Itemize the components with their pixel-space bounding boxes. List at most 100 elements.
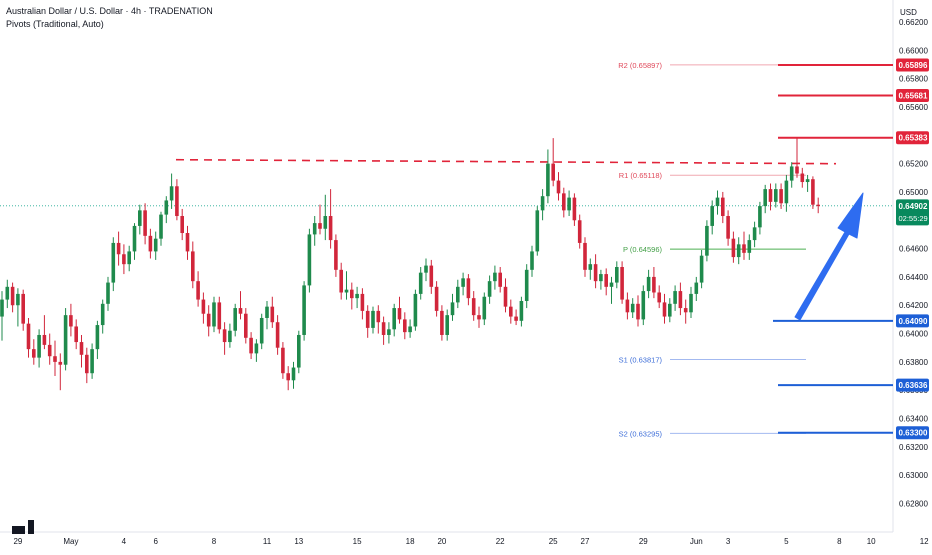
candle-body bbox=[445, 315, 449, 335]
level-tag-5 bbox=[896, 378, 929, 392]
candle-body bbox=[662, 302, 667, 317]
candle-body bbox=[381, 322, 386, 335]
candle bbox=[577, 214, 582, 249]
candle-body bbox=[281, 347, 285, 374]
candle bbox=[26, 317, 31, 358]
candle bbox=[360, 288, 365, 320]
candle-body bbox=[291, 367, 296, 381]
pivot-label-r2: R2 (0.65897) bbox=[618, 61, 662, 70]
time-tick-label: 8 bbox=[837, 537, 842, 546]
candle-body bbox=[524, 269, 529, 301]
candle bbox=[212, 296, 216, 333]
candle-body bbox=[583, 242, 587, 270]
candle bbox=[196, 271, 200, 307]
price-tick-label: 0.65000 bbox=[899, 188, 928, 197]
candle bbox=[318, 204, 322, 235]
candle bbox=[609, 276, 614, 304]
candle bbox=[477, 306, 481, 328]
candle bbox=[302, 281, 306, 341]
candle-body bbox=[752, 227, 757, 241]
candle bbox=[191, 241, 195, 289]
candle bbox=[297, 330, 301, 374]
time-tick-label: 5 bbox=[784, 537, 789, 546]
candle-body bbox=[625, 299, 630, 313]
candle-body bbox=[233, 308, 237, 331]
candle bbox=[418, 266, 423, 300]
candle-body bbox=[652, 276, 656, 293]
candle-body bbox=[360, 293, 365, 311]
candle-body bbox=[471, 298, 476, 316]
candle-body bbox=[604, 274, 608, 287]
candle-body bbox=[747, 240, 752, 253]
candle-body bbox=[509, 306, 513, 317]
candle bbox=[355, 286, 359, 309]
candle-body bbox=[111, 242, 116, 283]
candle-body bbox=[673, 291, 677, 304]
level-tag-2 bbox=[896, 88, 929, 102]
candle bbox=[774, 183, 778, 208]
candle bbox=[784, 174, 789, 212]
candle-body bbox=[795, 166, 799, 174]
candle-body bbox=[466, 278, 471, 299]
price-tick-label: 0.63000 bbox=[899, 471, 928, 480]
candle bbox=[138, 204, 142, 235]
candle bbox=[800, 167, 805, 188]
candle-body bbox=[26, 323, 31, 350]
level-tag-label-6: 0.63300 bbox=[899, 429, 928, 438]
candle bbox=[620, 261, 624, 304]
candle bbox=[736, 237, 741, 265]
price-tick-label: 0.64400 bbox=[899, 273, 928, 282]
candle bbox=[244, 308, 248, 344]
level-tag-label-2: 0.65681 bbox=[899, 91, 928, 100]
candle bbox=[143, 203, 147, 245]
candle bbox=[721, 191, 725, 224]
candle bbox=[424, 258, 428, 282]
candle bbox=[562, 187, 566, 218]
candle bbox=[535, 206, 540, 256]
candle-body bbox=[710, 206, 714, 226]
candle-body bbox=[726, 216, 730, 239]
candle-body bbox=[599, 274, 603, 282]
candle bbox=[69, 303, 73, 337]
candle bbox=[328, 189, 333, 249]
candle bbox=[180, 208, 184, 241]
candle bbox=[100, 299, 105, 334]
candle bbox=[789, 162, 794, 188]
candle-body bbox=[816, 204, 820, 207]
candle-body bbox=[307, 234, 312, 286]
candle bbox=[641, 285, 646, 326]
candle-body bbox=[196, 281, 200, 300]
candle-body bbox=[715, 197, 720, 207]
level-tag-6 bbox=[896, 426, 929, 440]
chart-legend: Australian Dollar / U.S. Dollar · 4h · T… bbox=[6, 5, 213, 31]
tradingview-logo bbox=[12, 520, 34, 534]
time-tick-label: 27 bbox=[581, 537, 590, 546]
candle-body bbox=[10, 286, 15, 306]
candle bbox=[334, 234, 338, 277]
candle bbox=[646, 269, 651, 299]
candle-body bbox=[63, 315, 68, 365]
candle bbox=[286, 366, 290, 391]
candle bbox=[705, 220, 709, 262]
candle bbox=[365, 305, 370, 338]
candle-body bbox=[244, 313, 248, 338]
current-price-tag bbox=[896, 199, 929, 226]
time-tick-label: May bbox=[63, 537, 78, 546]
candle bbox=[201, 292, 206, 324]
candle-body bbox=[429, 265, 434, 287]
candle bbox=[567, 190, 571, 217]
candle-body bbox=[461, 278, 465, 287]
candle bbox=[599, 269, 603, 290]
candle bbox=[175, 179, 179, 221]
logo-bar bbox=[12, 526, 25, 534]
candle-body bbox=[32, 349, 36, 358]
level-tag-label-4: 0.64090 bbox=[899, 317, 928, 326]
candle-body bbox=[779, 189, 783, 204]
candle bbox=[254, 339, 259, 362]
candle bbox=[466, 274, 471, 306]
candle-body bbox=[572, 197, 577, 221]
pivot-label-s2: S2 (0.63295) bbox=[619, 429, 663, 438]
candle-body bbox=[297, 334, 301, 368]
